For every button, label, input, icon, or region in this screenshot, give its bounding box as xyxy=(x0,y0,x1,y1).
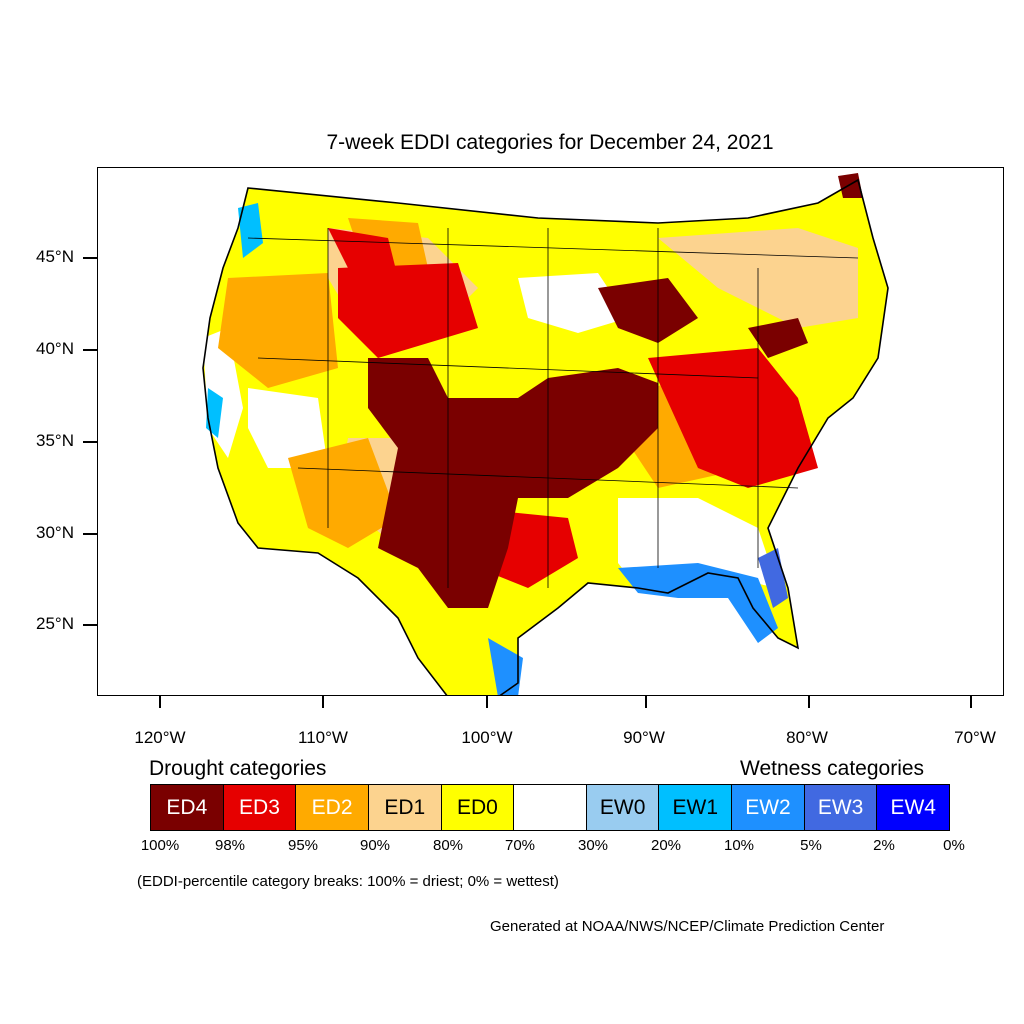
break-label: 95% xyxy=(287,837,319,854)
ew-gulf xyxy=(488,563,778,695)
break-label: 0% xyxy=(943,837,965,854)
break-label: 2% xyxy=(873,837,895,854)
break-label: 70% xyxy=(504,837,536,854)
lat-label-25: 25°N xyxy=(36,614,74,633)
lat-tick-45 xyxy=(83,257,97,259)
legend-swatch-ew2: EW2 xyxy=(732,785,805,830)
legend-swatch-ew3: EW3 xyxy=(804,785,878,830)
break-label: 90% xyxy=(359,837,391,854)
map-title: 7-week EDDI categories for December 24, … xyxy=(326,131,774,154)
break-label: 20% xyxy=(650,837,682,854)
lon-tick-70 xyxy=(970,696,972,708)
lat-tick-25 xyxy=(83,624,97,626)
map-panel xyxy=(97,167,1004,696)
legend-swatch-ew1: EW1 xyxy=(659,785,733,830)
wetness-categories-heading: Wetness categories xyxy=(740,757,925,780)
lon-label-120: 120°W xyxy=(134,728,186,747)
ed2-regions xyxy=(218,218,778,548)
lon-tick-110 xyxy=(322,696,324,708)
drought-categories-heading: Drought categories xyxy=(149,757,327,780)
legend-swatch-ed2: ED2 xyxy=(296,785,369,830)
lat-label-45: 45°N xyxy=(36,247,74,266)
normal-nevada xyxy=(248,388,328,468)
lon-label-100: 100°W xyxy=(461,728,513,747)
break-label: 5% xyxy=(800,837,822,854)
break-label: 30% xyxy=(577,837,609,854)
ed4-great-lakes xyxy=(598,173,863,358)
lon-label-110: 110°W xyxy=(298,728,348,747)
lat-tick-30 xyxy=(83,533,97,535)
break-label: 98% xyxy=(214,837,246,854)
legend-swatch-normal xyxy=(514,785,587,830)
credit-line: Generated at NOAA/NWS/NCEP/Climate Predi… xyxy=(490,918,885,935)
legend-swatch-ew0: EW0 xyxy=(586,785,660,830)
lat-label-40: 40°N xyxy=(36,339,74,358)
ew-pacific xyxy=(206,203,263,438)
lon-tick-90 xyxy=(645,696,647,708)
break-label: 80% xyxy=(432,837,464,854)
legend-swatch-ed1: ED1 xyxy=(368,785,442,830)
lon-label-90: 90°W xyxy=(623,728,665,747)
state-boundaries xyxy=(247,228,859,588)
coastline xyxy=(202,178,889,695)
category-note: (EDDI-percentile category breaks: 100% =… xyxy=(137,873,559,890)
lon-tick-100 xyxy=(486,696,488,708)
ed3-regions xyxy=(328,228,818,588)
ed4-core xyxy=(368,358,658,608)
legend-swatch-ed4: ED4 xyxy=(151,785,224,830)
lon-tick-120 xyxy=(159,696,161,708)
lat-label-35: 35°N xyxy=(36,431,74,450)
legend-swatch-ed0: ED0 xyxy=(441,785,515,830)
lon-label-70: 70°W xyxy=(954,728,996,747)
lon-tick-80 xyxy=(808,696,810,708)
break-label: 100% xyxy=(140,837,180,854)
land-areas xyxy=(203,173,888,695)
legend-swatch-ew4: EW4 xyxy=(877,785,950,830)
lat-tick-35 xyxy=(83,441,97,443)
eddi-map xyxy=(202,173,889,695)
break-label: 10% xyxy=(723,837,755,854)
lat-label-30: 30°N xyxy=(36,523,74,542)
lat-tick-40 xyxy=(83,349,97,351)
category-legend: ED4 ED3 ED2 ED1 ED0 EW0 EW1 EW2 EW3 EW4 xyxy=(150,784,950,831)
lon-label-80: 80°W xyxy=(786,728,828,747)
legend-swatch-ed3: ED3 xyxy=(223,785,297,830)
